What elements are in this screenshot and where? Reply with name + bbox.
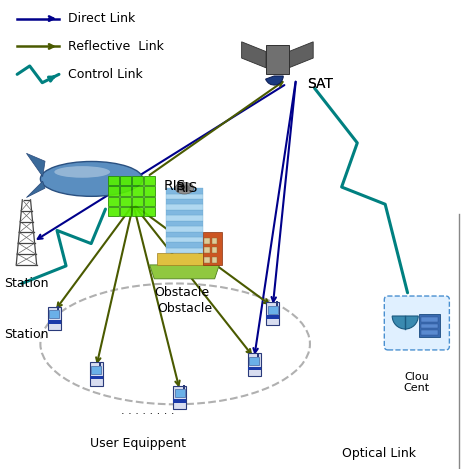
- Ellipse shape: [40, 162, 143, 196]
- Wedge shape: [265, 76, 283, 85]
- Text: · · · · · · · ·: · · · · · · · ·: [120, 409, 174, 419]
- Bar: [120, 197, 131, 206]
- Ellipse shape: [179, 185, 190, 191]
- Polygon shape: [266, 45, 289, 74]
- Bar: [166, 210, 203, 215]
- Bar: [132, 197, 143, 206]
- Bar: [48, 307, 61, 330]
- Bar: [212, 256, 218, 263]
- Bar: [248, 353, 261, 376]
- Bar: [257, 353, 259, 356]
- Bar: [57, 306, 59, 310]
- Bar: [182, 385, 185, 389]
- Polygon shape: [150, 265, 219, 279]
- Bar: [91, 366, 101, 374]
- Text: Clou
Cent: Clou Cent: [404, 372, 430, 393]
- Bar: [132, 186, 143, 196]
- Bar: [173, 399, 186, 402]
- Bar: [204, 247, 210, 253]
- Text: Control Link: Control Link: [68, 68, 143, 81]
- Bar: [144, 197, 155, 206]
- Bar: [120, 176, 131, 185]
- Bar: [203, 232, 222, 265]
- Text: Station: Station: [4, 328, 49, 341]
- Bar: [108, 197, 119, 206]
- Bar: [144, 176, 155, 185]
- Bar: [99, 362, 101, 366]
- Bar: [204, 256, 210, 263]
- Bar: [108, 186, 119, 196]
- Text: Obstacle: Obstacle: [157, 302, 212, 315]
- Bar: [120, 186, 131, 196]
- Bar: [144, 186, 155, 196]
- Text: RIS: RIS: [164, 179, 186, 193]
- Polygon shape: [289, 42, 313, 68]
- Bar: [276, 301, 278, 306]
- Bar: [108, 176, 119, 185]
- Bar: [90, 363, 102, 386]
- Bar: [419, 314, 440, 337]
- Bar: [421, 330, 438, 335]
- Wedge shape: [392, 316, 418, 329]
- Polygon shape: [242, 42, 266, 68]
- Bar: [166, 204, 203, 210]
- Text: RIS: RIS: [175, 181, 198, 195]
- Bar: [212, 238, 218, 244]
- Bar: [166, 188, 203, 193]
- Bar: [166, 237, 203, 242]
- Bar: [156, 253, 212, 265]
- Bar: [48, 320, 61, 324]
- Text: SAT: SAT: [308, 77, 334, 91]
- Text: Direct Link: Direct Link: [68, 12, 136, 25]
- Bar: [49, 310, 59, 319]
- Bar: [166, 248, 203, 253]
- Text: Reflective  Link: Reflective Link: [68, 40, 164, 53]
- Bar: [421, 318, 438, 321]
- Bar: [266, 315, 279, 319]
- Bar: [144, 207, 155, 216]
- Bar: [166, 226, 203, 232]
- Bar: [132, 207, 143, 216]
- Bar: [268, 306, 278, 314]
- Text: Station: Station: [4, 276, 49, 290]
- Bar: [166, 193, 203, 199]
- Bar: [173, 386, 186, 409]
- Bar: [132, 176, 143, 185]
- Bar: [120, 207, 131, 216]
- Bar: [204, 238, 210, 244]
- Bar: [421, 324, 438, 328]
- Polygon shape: [27, 154, 45, 177]
- Bar: [166, 242, 203, 248]
- Ellipse shape: [55, 166, 110, 178]
- Bar: [266, 302, 279, 325]
- Bar: [166, 215, 203, 221]
- Bar: [248, 366, 261, 370]
- Bar: [166, 199, 203, 204]
- Text: Optical Link: Optical Link: [343, 447, 417, 460]
- Text: SAT: SAT: [308, 77, 334, 91]
- Polygon shape: [27, 181, 45, 198]
- Ellipse shape: [175, 182, 194, 194]
- Bar: [108, 207, 119, 216]
- Text: User Equippent: User Equippent: [90, 438, 186, 450]
- Bar: [249, 356, 259, 365]
- Text: Obstacle: Obstacle: [155, 286, 210, 299]
- Bar: [166, 221, 203, 226]
- FancyBboxPatch shape: [384, 296, 449, 350]
- Bar: [212, 247, 218, 253]
- Bar: [90, 376, 102, 379]
- Bar: [175, 389, 185, 397]
- Bar: [166, 232, 203, 237]
